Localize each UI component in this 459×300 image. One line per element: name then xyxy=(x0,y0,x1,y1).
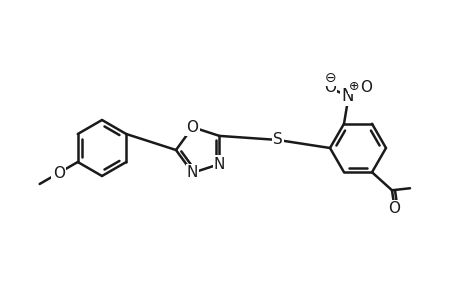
Text: N: N xyxy=(213,157,224,172)
Text: O: O xyxy=(359,80,371,95)
Text: O: O xyxy=(323,80,335,95)
Text: ⊖: ⊖ xyxy=(325,71,336,85)
Text: O: O xyxy=(53,166,65,181)
Text: O: O xyxy=(387,201,399,216)
Text: N: N xyxy=(186,165,198,180)
Text: O: O xyxy=(186,120,198,135)
Text: N: N xyxy=(341,87,353,105)
Text: ⊕: ⊕ xyxy=(348,80,358,93)
Text: S: S xyxy=(272,132,282,147)
